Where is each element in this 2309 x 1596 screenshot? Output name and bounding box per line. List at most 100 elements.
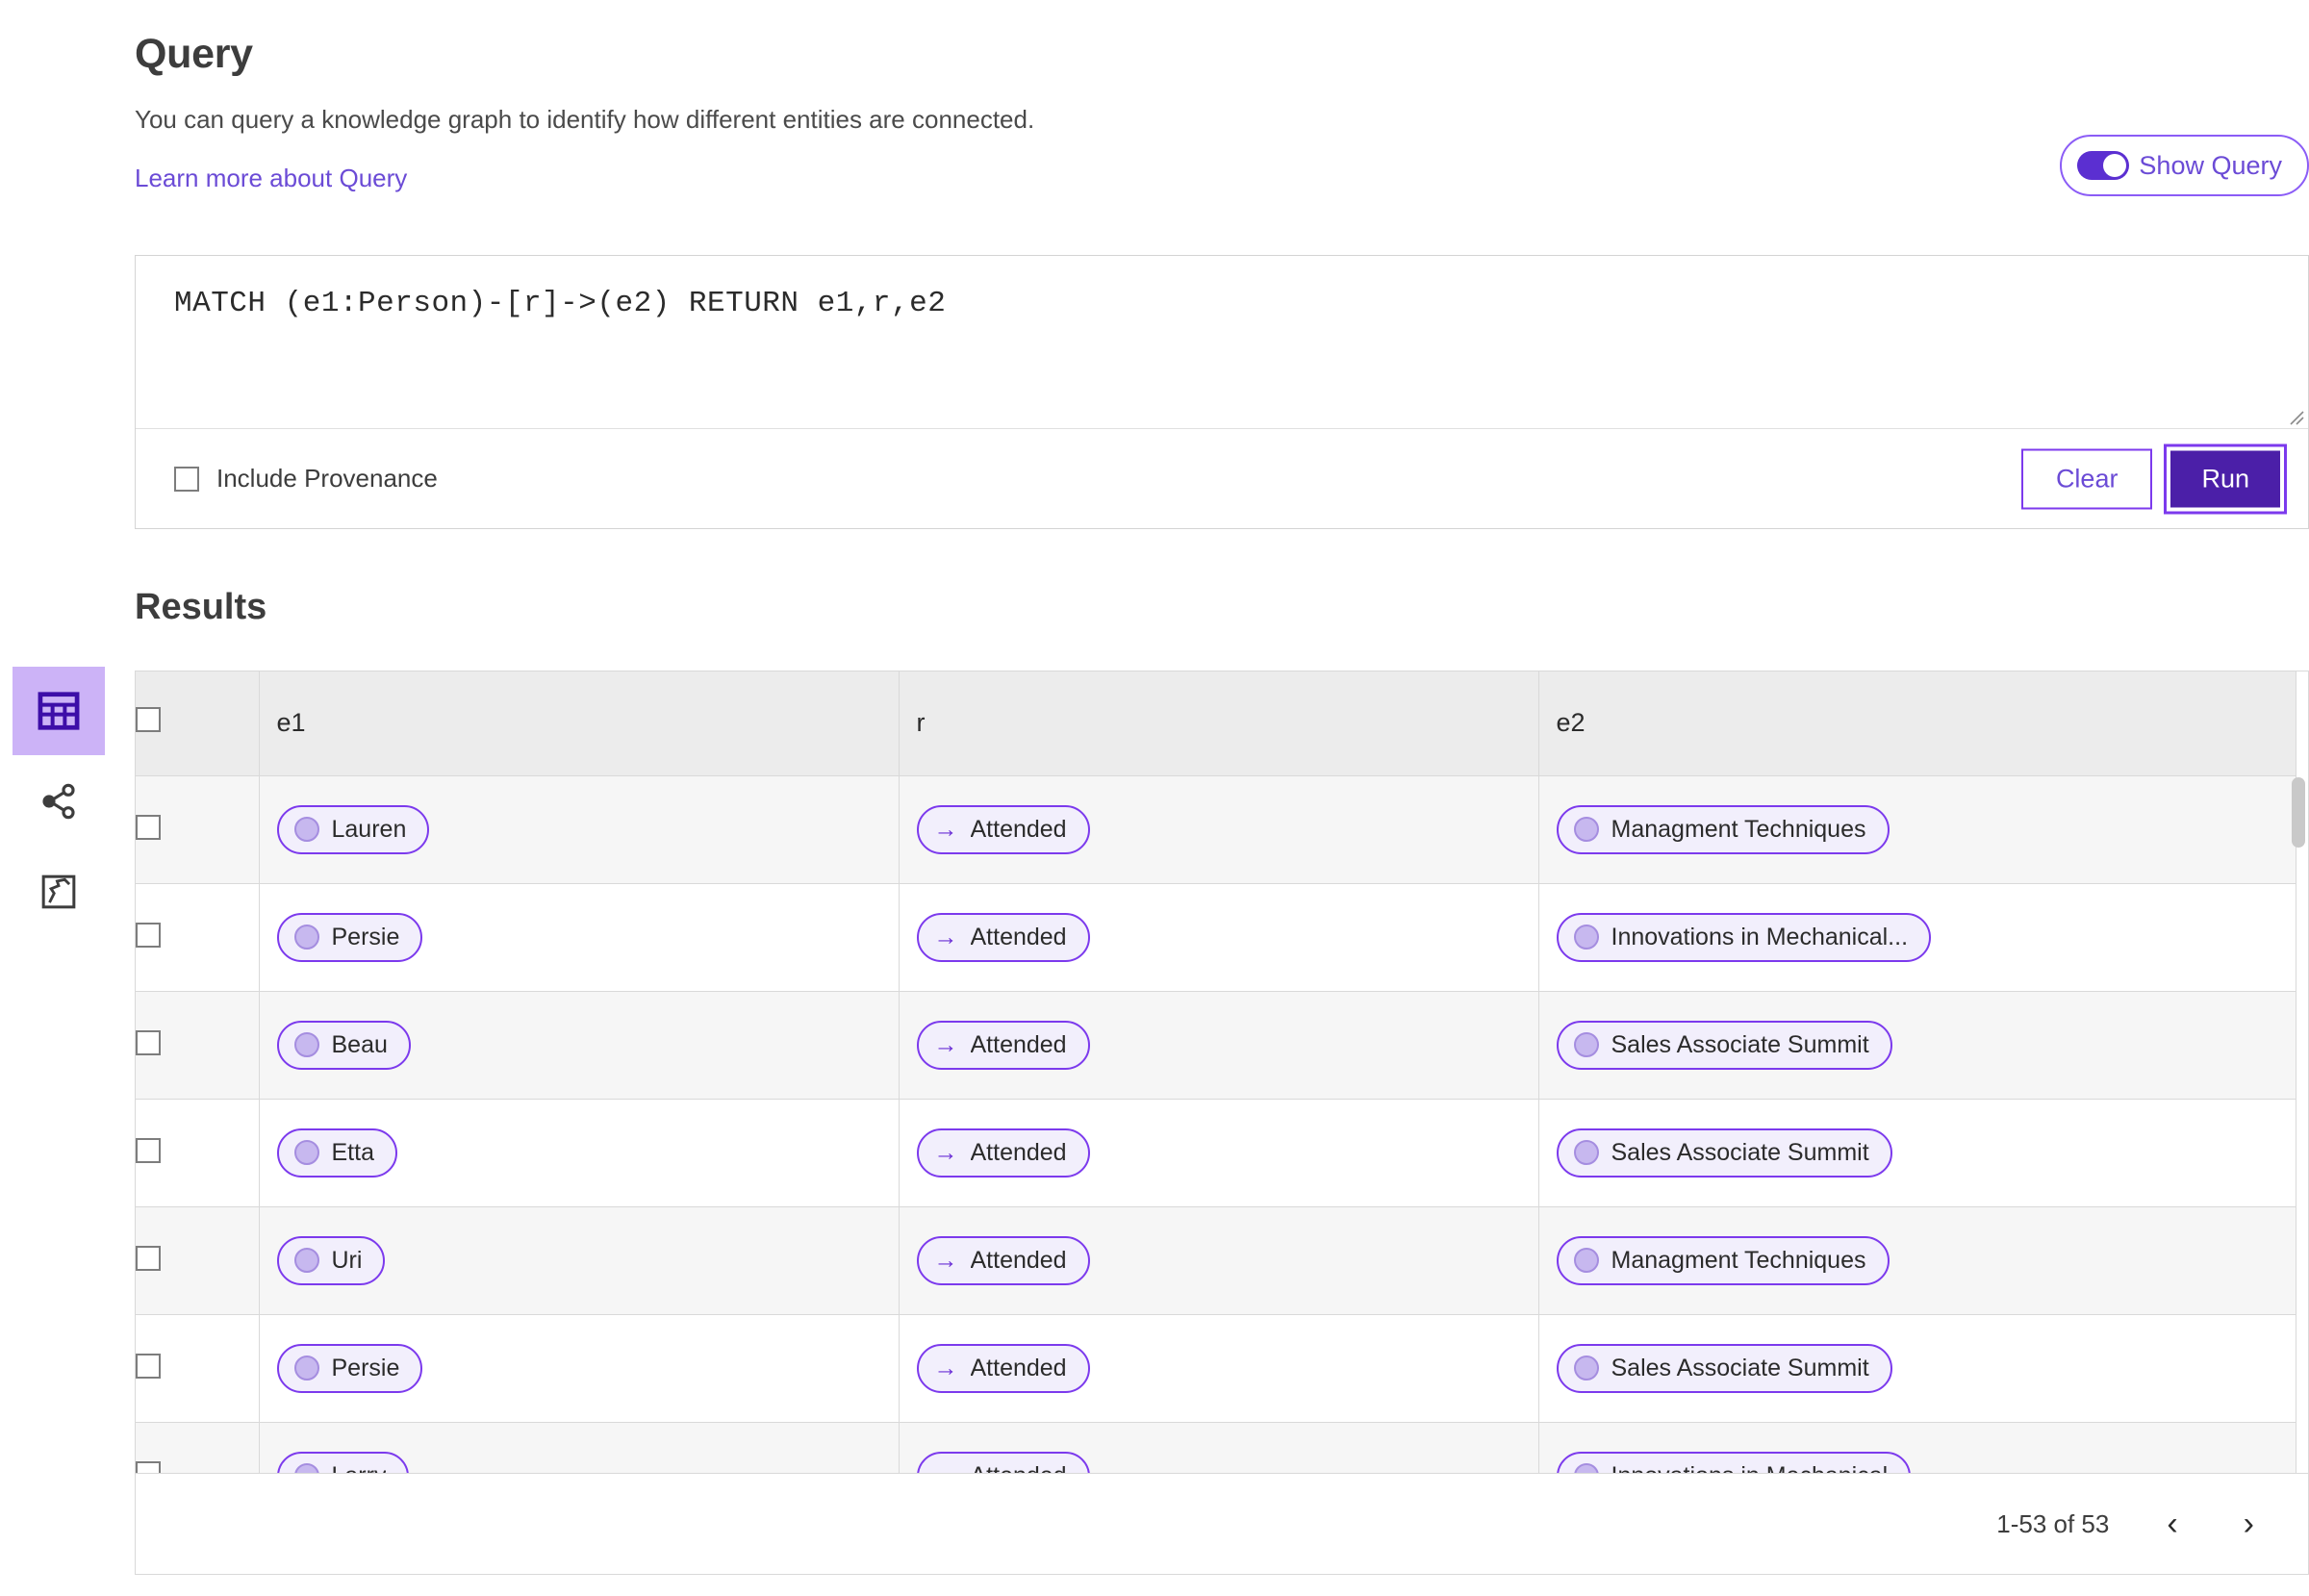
row-checkbox[interactable] (136, 1029, 161, 1055)
entity-chip[interactable]: Innovations in Mechanical... (1556, 912, 1932, 962)
scrollbar-thumb[interactable] (2292, 777, 2305, 848)
arrow-right-icon: → (933, 1138, 958, 1166)
sidebar-item-table-view[interactable] (13, 667, 105, 755)
entity-chip[interactable]: Larry (276, 1451, 410, 1473)
cell-e1: Lauren (259, 775, 900, 884)
column-header-r[interactable]: r (899, 671, 1539, 776)
cell-e2: Sales Associate Summit (1538, 1099, 2296, 1207)
row-select-cell[interactable] (136, 1099, 260, 1207)
query-editor-footer: Include Provenance Clear Run (136, 429, 2308, 528)
learn-more-link[interactable]: Learn more about Query (135, 164, 408, 192)
sidebar-item-map-view[interactable] (13, 848, 105, 936)
entity-dot-icon (293, 817, 319, 842)
relation-chip[interactable]: →Attended (916, 1343, 1090, 1393)
run-button-focus-ring[interactable]: Run (2164, 443, 2287, 514)
row-checkbox[interactable] (136, 1137, 161, 1163)
run-button[interactable]: Run (2170, 450, 2280, 507)
entity-chip[interactable]: Persie (276, 1343, 423, 1393)
row-select-cell[interactable] (136, 883, 260, 992)
entity-dot-icon (293, 1463, 319, 1473)
cell-r: →Attended (899, 883, 1539, 992)
entity-dot-icon (1573, 1140, 1599, 1165)
row-select-cell[interactable] (136, 1206, 260, 1315)
entity-dot-icon (293, 1140, 319, 1165)
previous-page-button[interactable]: ‹ (2167, 1506, 2178, 1542)
row-checkbox[interactable] (136, 1245, 161, 1271)
entity-dot-icon (293, 925, 319, 950)
relation-chip[interactable]: →Attended (916, 912, 1090, 962)
row-select-cell[interactable] (136, 775, 260, 884)
resize-grip-icon[interactable] (2285, 406, 2304, 425)
results-table-body: Lauren → Attended Managment Techniques Pe… (136, 775, 2296, 1473)
sidebar-item-graph-view[interactable] (13, 757, 105, 846)
table-row[interactable]: Etta → Attended Sales Associate Summit (136, 1099, 2296, 1207)
row-checkbox[interactable] (136, 1353, 161, 1379)
left-icon-rail (0, 667, 106, 938)
cell-e2: Managment Techniques (1538, 775, 2296, 884)
include-provenance-label: Include Provenance (216, 464, 438, 493)
entity-chip[interactable]: Etta (276, 1127, 397, 1178)
entity-chip[interactable]: Managment Techniques (1556, 804, 1890, 854)
show-query-toggle[interactable]: Show Query (2060, 135, 2309, 196)
entity-chip[interactable]: Lauren (276, 804, 430, 854)
row-checkbox[interactable] (136, 814, 161, 840)
entity-chip[interactable]: Sales Associate Summit (1556, 1343, 1892, 1393)
table-row[interactable]: Larry →Attended Innovations in Mechanica… (136, 1422, 2296, 1473)
results-table-panel: e1 r e2 Lauren → Attended Managment Techn… (135, 671, 2309, 1474)
arrow-right-icon: → (933, 1354, 958, 1381)
query-input-area[interactable]: MATCH (e1:Person)-[r]->(e2) RETURN e1,r,… (136, 256, 2308, 429)
checkbox-box[interactable] (174, 466, 199, 492)
select-all-header[interactable] (136, 671, 260, 776)
table-row[interactable]: Persie → Attended Innovations in Mechanic… (136, 883, 2296, 992)
table-row[interactable]: Beau → Attended Sales Associate Summit (136, 991, 2296, 1100)
row-checkbox[interactable] (136, 922, 161, 948)
table-icon (38, 692, 80, 730)
entity-dot-icon (1573, 1248, 1599, 1273)
table-row[interactable]: Persie → Attended Sales Associate Summit (136, 1314, 2296, 1423)
cell-e1: Beau (259, 991, 900, 1100)
cell-e2: Innovations in Mechanical (1538, 1422, 2296, 1473)
query-input[interactable]: MATCH (e1:Person)-[r]->(e2) RETURN e1,r,… (174, 287, 947, 320)
relation-chip[interactable]: →Attended (916, 804, 1090, 854)
relation-chip[interactable]: →Attended (916, 1020, 1090, 1070)
cell-r: →Attended (899, 991, 1539, 1100)
cell-r: →Attended (899, 1099, 1539, 1207)
relation-chip[interactable]: →Attended (916, 1235, 1090, 1285)
relation-chip[interactable]: →Attended (916, 1127, 1090, 1178)
graph-network-icon (39, 782, 78, 821)
cell-e1: Persie (259, 1314, 900, 1423)
entity-chip[interactable]: Managment Techniques (1556, 1235, 1890, 1285)
toggle-switch[interactable] (2077, 151, 2130, 180)
row-select-cell[interactable] (136, 1314, 260, 1423)
cell-e2: Sales Associate Summit (1538, 1314, 2296, 1423)
map-icon (40, 874, 77, 910)
row-select-cell[interactable] (136, 1422, 260, 1473)
entity-chip[interactable]: Sales Associate Summit (1556, 1127, 1892, 1178)
relation-chip[interactable]: →Attended (916, 1451, 1090, 1473)
pagination-bar: 1-53 of 53 ‹ › (135, 1474, 2309, 1575)
column-header-e2[interactable]: e2 (1538, 671, 2296, 776)
table-header-row: e1 r e2 (136, 671, 2296, 776)
table-row[interactable]: Uri → Attended Managment Techniques (136, 1206, 2296, 1315)
clear-button[interactable]: Clear (2020, 448, 2153, 509)
column-header-e1[interactable]: e1 (259, 671, 900, 776)
next-page-button[interactable]: › (2243, 1506, 2254, 1542)
entity-chip[interactable]: Sales Associate Summit (1556, 1020, 1892, 1070)
cell-r: →Attended (899, 1422, 1539, 1473)
entity-chip[interactable]: Innovations in Mechanical (1556, 1451, 1912, 1473)
cell-r: →Attended (899, 1314, 1539, 1423)
entity-chip[interactable]: Uri (276, 1235, 386, 1285)
entity-dot-icon (293, 1248, 319, 1273)
include-provenance-checkbox[interactable]: Include Provenance (174, 464, 438, 494)
row-checkbox[interactable] (136, 1460, 161, 1473)
table-vertical-scrollbar[interactable] (2292, 777, 2305, 1470)
entity-chip[interactable]: Beau (276, 1020, 411, 1070)
row-select-cell[interactable] (136, 991, 260, 1100)
cell-r: →Attended (899, 775, 1539, 884)
table-row[interactable]: Lauren → Attended Managment Techniques (136, 775, 2296, 884)
select-all-checkbox[interactable] (136, 707, 161, 733)
entity-chip[interactable]: Persie (276, 912, 423, 962)
cell-r: →Attended (899, 1206, 1539, 1315)
entity-dot-icon (1573, 1032, 1599, 1057)
cell-e2: Sales Associate Summit (1538, 991, 2296, 1100)
